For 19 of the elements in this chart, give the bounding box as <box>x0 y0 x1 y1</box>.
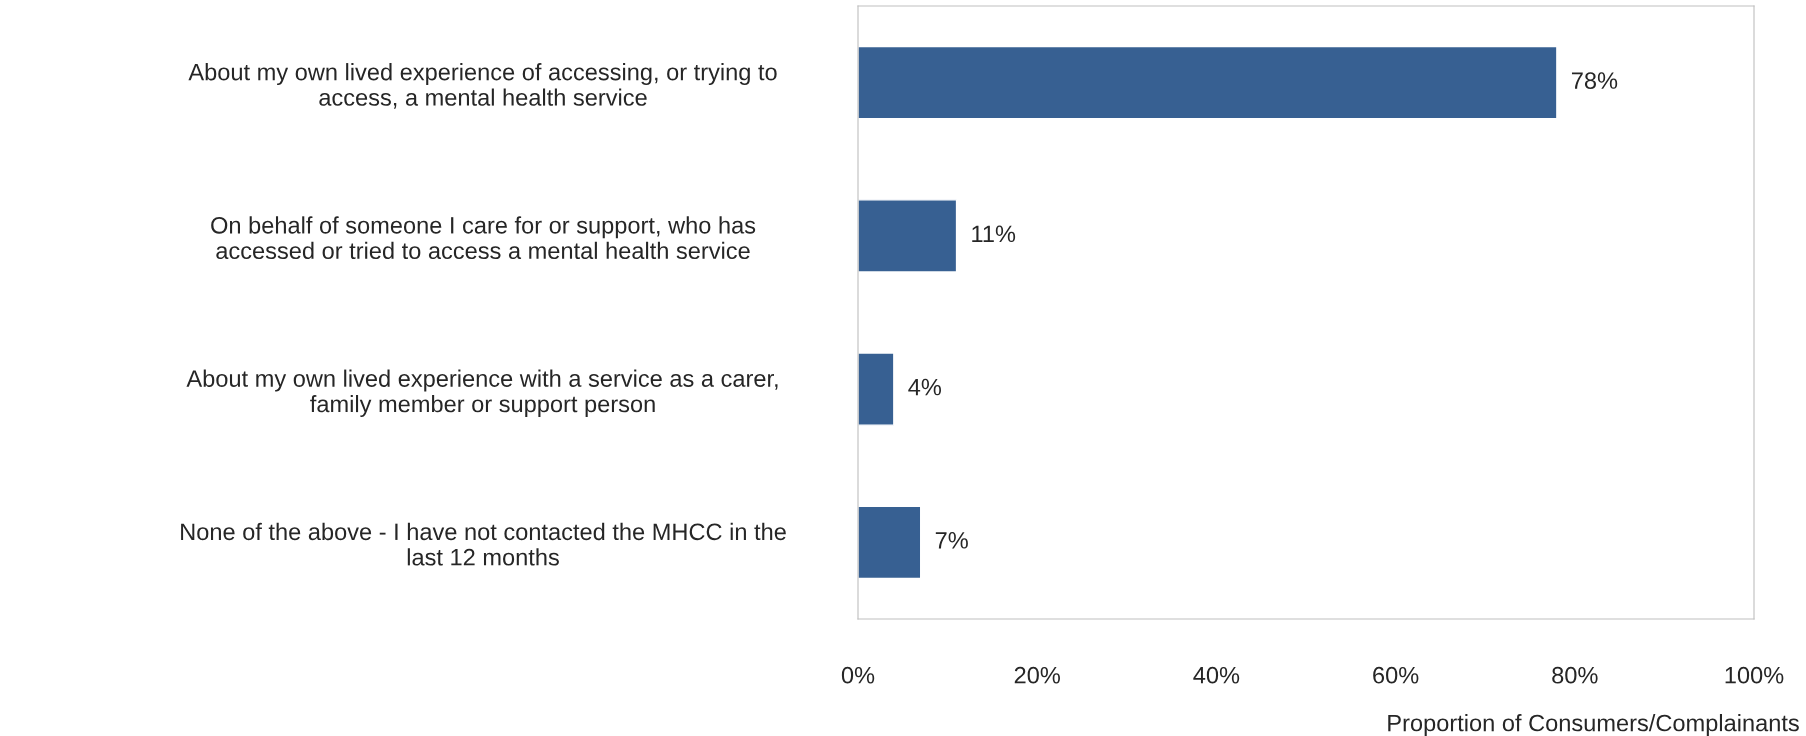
x-axis-title: Proportion of Consumers/Complainants <box>1388 714 1799 736</box>
y-tick-label: None of the above - I have not contacted the MHCC in the last 12 months <box>181 522 786 566</box>
data-label: 11% <box>972 225 1016 243</box>
data-label: 78% <box>1571 72 1618 89</box>
bar <box>858 352 895 426</box>
x-tick-label: 100% <box>1725 666 1784 684</box>
bar <box>858 199 958 273</box>
y-tick-label: On behalf of someone I care for or support, who has accessed or tried to access a mental health service <box>211 216 756 260</box>
bar <box>858 45 1558 120</box>
x-tick-label: 40% <box>1193 666 1240 684</box>
x-tick-label: 60% <box>1373 666 1419 684</box>
y-tick-label: About my own lived experience of accessing, or trying to access, a mental health service <box>188 63 777 109</box>
x-tick-label: 80% <box>1552 666 1598 684</box>
data-label: 7% <box>935 532 968 549</box>
x-tick-label: 0% <box>841 666 875 684</box>
bar <box>858 505 922 580</box>
data-label: 4% <box>908 378 942 396</box>
x-tick-label: 20% <box>1014 666 1060 684</box>
y-tick-label: About my own lived experience with a service as a carer, family member or support person <box>186 369 778 418</box>
